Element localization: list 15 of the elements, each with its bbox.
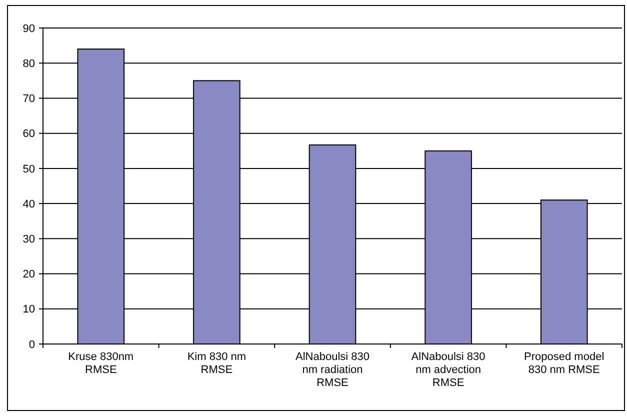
y-tick-label: 50 xyxy=(22,163,35,176)
y-tick-label: 70 xyxy=(22,93,35,106)
y-tick-label: 80 xyxy=(22,58,35,70)
x-tick-label: Kruse 830nm RMSE xyxy=(68,351,134,376)
y-tick-label: 90 xyxy=(22,22,35,35)
y-tick-label: 20 xyxy=(22,268,35,281)
y-tick-label: 0 xyxy=(28,338,35,351)
x-tick-label: AlNaboulsi 830 nm advection RMSE xyxy=(411,351,486,389)
y-tick-label: 60 xyxy=(22,128,35,140)
y-tick-label: 30 xyxy=(22,234,35,246)
y-tick-label: 40 xyxy=(22,198,35,210)
x-tick-label: Kim 830 nm RMSE xyxy=(187,351,246,376)
y-tick-label: 10 xyxy=(22,304,35,316)
x-tick-label: Proposed model 830 nm RMSE xyxy=(524,351,604,376)
x-tick-label: AlNaboulsi 830 nm radiation RMSE xyxy=(296,351,370,389)
